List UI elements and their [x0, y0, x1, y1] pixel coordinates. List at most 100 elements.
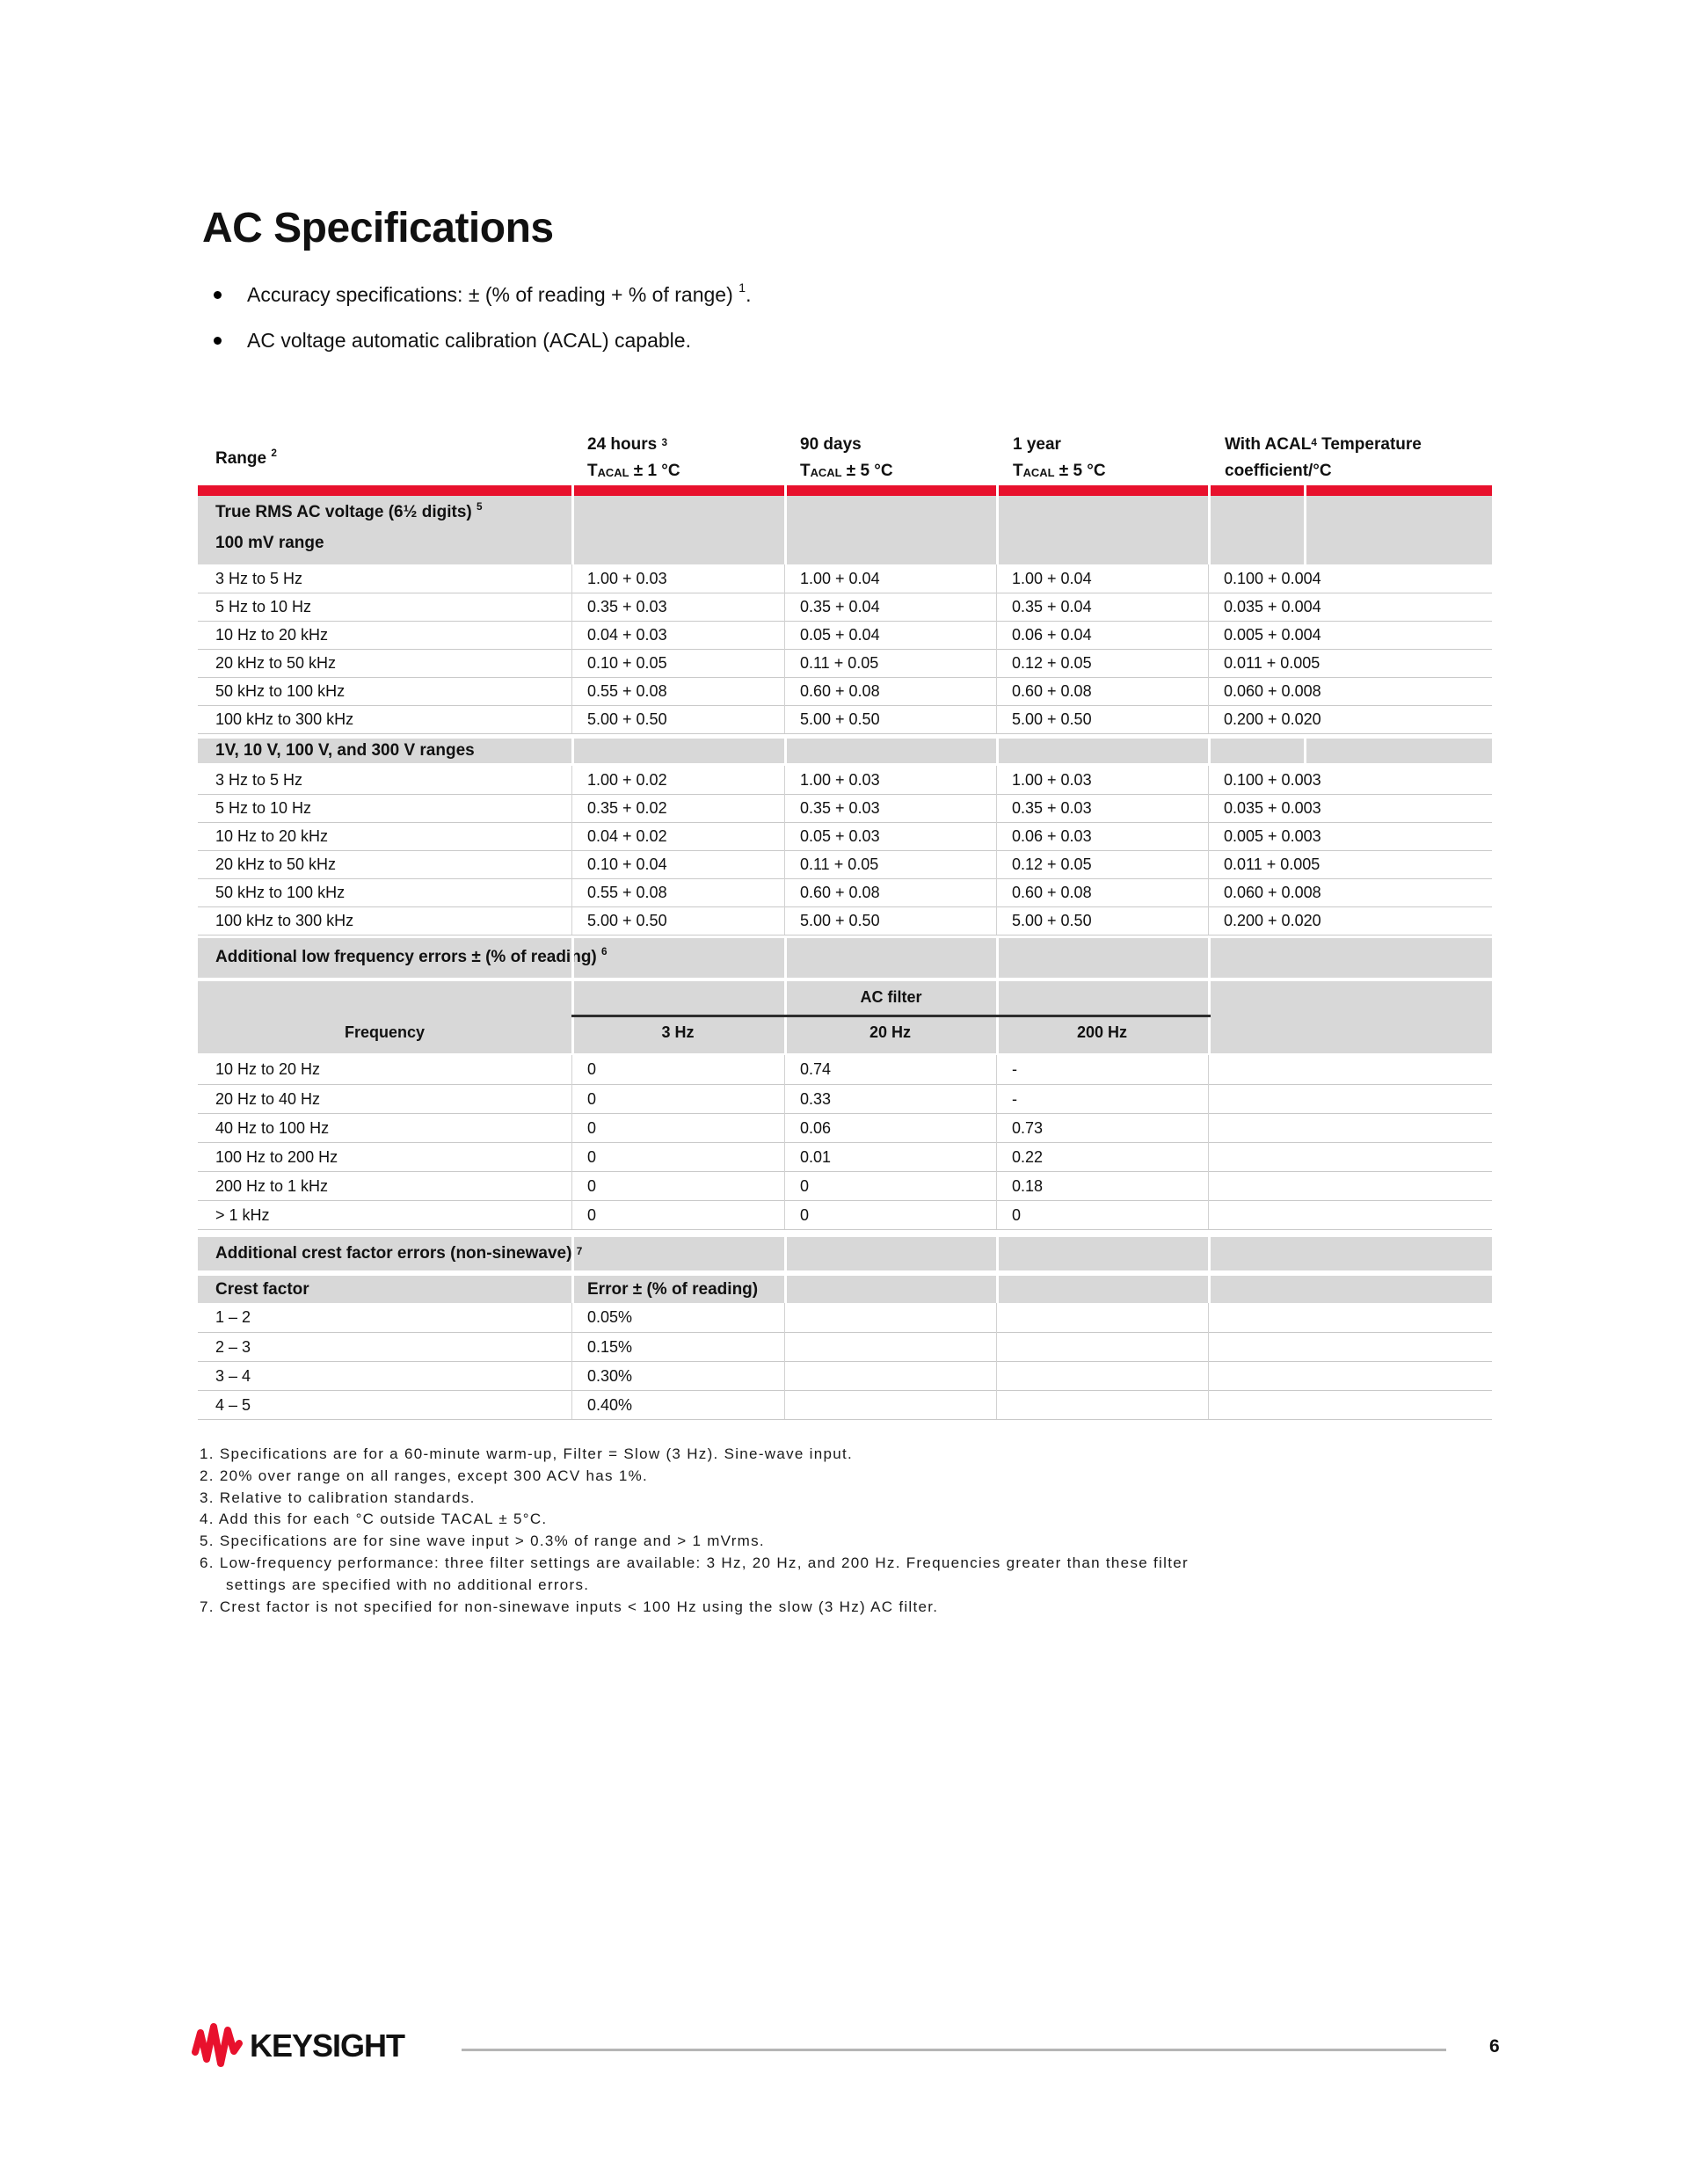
section-title-text: True RMS AC voltage (6½ digits) [215, 503, 472, 521]
footnote-number: 6. [200, 1554, 215, 1571]
value-cell: 1.00 + 0.04 [1012, 569, 1092, 587]
col-header-frequency: Frequency [344, 1023, 426, 1041]
range-cell: 5 Hz to 10 Hz [215, 799, 312, 817]
footnote-text: Relative to calibration standards. [219, 1489, 476, 1506]
footnote: 1. Specifications are for a 60-minute wa… [200, 1444, 1483, 1466]
value-cell: 0.11 + 0.05 [800, 654, 879, 672]
column-gap [996, 938, 999, 1053]
table-row: 20 kHz to 50 kHz 0.10 + 0.05 0.11 + 0.05… [198, 649, 1492, 677]
freq-cell: 200 Hz to 1 kHz [215, 1176, 329, 1195]
table-row: 10 Hz to 20 Hz 0 0.74 - [198, 1055, 1492, 1084]
table-row: 10 Hz to 20 kHz 0.04 + 0.03 0.05 + 0.04 … [198, 621, 1492, 649]
section-band-crest: Additional crest factor errors (non-sine… [198, 1237, 1492, 1270]
value-cell: 0.200 + 0.020 [1224, 710, 1321, 728]
footnote-number: 2. [200, 1467, 215, 1484]
column-gap [1304, 496, 1306, 564]
column-separator [996, 564, 997, 733]
value-cell: 1.00 + 0.03 [800, 770, 880, 789]
footnote-number: 7. [200, 1598, 215, 1615]
value-cell: 1.00 + 0.03 [587, 569, 667, 587]
tacal-cond: ± 1 °C [629, 462, 680, 480]
tacal-sub: ACAL [810, 466, 842, 480]
value-cell: 0 [587, 1176, 597, 1195]
section-rows-low-freq: 10 Hz to 20 Hz 0 0.74 - 20 Hz to 40 Hz 0… [198, 1055, 1492, 1230]
column-gap [784, 1237, 787, 1270]
footnote-number: 3. [200, 1489, 215, 1506]
table-row: 10 Hz to 20 kHz 0.04 + 0.02 0.05 + 0.03 … [198, 822, 1492, 850]
column-gap [1208, 485, 1211, 496]
table-row: 2 – 3 0.15% [198, 1332, 1492, 1361]
value-cell: 0.05 + 0.04 [800, 626, 880, 644]
value-cell: 0.04 + 0.03 [587, 626, 667, 644]
value-cell: 0.04 + 0.02 [587, 827, 667, 845]
column-separator [1208, 1303, 1209, 1419]
column-gap [996, 739, 999, 763]
factor-cell: 1 – 2 [215, 1308, 251, 1326]
value-cell: 0.33 [800, 1089, 832, 1108]
value-cell: 0.100 + 0.004 [1224, 569, 1321, 587]
value-cell: 0.55 + 0.08 [587, 682, 667, 700]
col-header-range: Range 2 [215, 448, 277, 469]
tacal-t: T [800, 462, 811, 480]
column-gap [571, 1237, 574, 1270]
footnote-ref: 5 [477, 501, 483, 513]
tacal-t: T [587, 462, 598, 480]
table-row: 40 Hz to 100 Hz 0 0.06 0.73 [198, 1113, 1492, 1142]
column-gap [784, 739, 787, 763]
ac-filter-group-header: AC filter [860, 988, 922, 1006]
section-band-truerms: True RMS AC voltage (6½ digits) 5 100 mV… [198, 496, 1492, 564]
freq-cell: 10 Hz to 20 Hz [215, 1060, 321, 1078]
footnote-ref: 1 [738, 280, 746, 295]
freq-cell: 100 Hz to 200 Hz [215, 1147, 338, 1166]
value-cell: 0 [800, 1205, 810, 1224]
keysight-spark-icon [192, 2023, 243, 2067]
freq-cell: 20 Hz to 40 Hz [215, 1089, 321, 1108]
col-header-error: Error ± (% of reading) [587, 1279, 759, 1299]
brand-logo-text: KEYSIGHT [250, 2027, 405, 2064]
value-cell: - [1012, 1060, 1017, 1078]
table-row: > 1 kHz 0 0 0 [198, 1200, 1492, 1229]
footnote-text: Add this for each °C outside TACAL ± 5°C… [218, 1511, 548, 1528]
column-gap [784, 1276, 787, 1303]
value-cell: 0.73 [1012, 1118, 1044, 1137]
value-cell: 5.00 + 0.50 [1012, 710, 1092, 728]
col-header-1yr: 1 year TACAL ± 5 °C [1013, 432, 1106, 485]
table-row: 4 – 5 0.40% [198, 1390, 1492, 1419]
section-rows-volt: 3 Hz to 5 Hz 1.00 + 0.02 1.00 + 0.03 1.0… [198, 766, 1492, 935]
column-gap [996, 1237, 999, 1270]
range-cell: 3 Hz to 5 Hz [215, 569, 303, 587]
footnote-number: 1. [200, 1445, 215, 1462]
footnote-text: Crest factor is not specified for non-si… [219, 1598, 939, 1615]
footnote-text: 20% over range on all ranges, except 300… [219, 1467, 649, 1484]
value-cell: 0.35 + 0.04 [800, 598, 880, 615]
column-separator [571, 1055, 572, 1229]
low-freq-col-headers: Frequency 3 Hz 20 Hz 200 Hz [198, 1023, 1492, 1042]
footer-divider [462, 2049, 1446, 2051]
value-cell: 5.00 + 0.50 [1012, 912, 1092, 929]
tacal-cond: ± 5 °C [841, 462, 893, 480]
value-cell: 0 [800, 1176, 810, 1195]
column-separator [784, 1303, 785, 1419]
column-separator [1208, 766, 1209, 935]
column-gap [1208, 496, 1211, 564]
page-number: 6 [1489, 2036, 1500, 2057]
value-cell: 0 [587, 1147, 597, 1166]
factor-cell: 3 – 4 [215, 1366, 251, 1385]
range-cell: 10 Hz to 20 kHz [215, 626, 329, 644]
table-row: 200 Hz to 1 kHz 0 0 0.18 [198, 1171, 1492, 1200]
column-gap [1208, 739, 1211, 763]
col-title: 1 year [1013, 435, 1061, 454]
column-separator [1208, 1055, 1209, 1229]
column-separator [784, 766, 785, 935]
value-cell: 0.60 + 0.08 [800, 884, 880, 901]
value-cell: 5.00 + 0.50 [800, 710, 880, 728]
table-row: 1 – 2 0.05% [198, 1303, 1492, 1332]
footnote: 4. Add this for each °C outside TACAL ± … [200, 1509, 1483, 1531]
footnote-number: 5. [200, 1532, 215, 1550]
column-separator [1208, 564, 1209, 733]
value-cell: 0.035 + 0.003 [1224, 799, 1321, 817]
column-gap [996, 1276, 999, 1303]
footnote: 7. Crest factor is not specified for non… [200, 1597, 1483, 1619]
column-separator [571, 1303, 572, 1419]
section-title-text: Additional low frequency errors ± (% of … [215, 948, 597, 966]
